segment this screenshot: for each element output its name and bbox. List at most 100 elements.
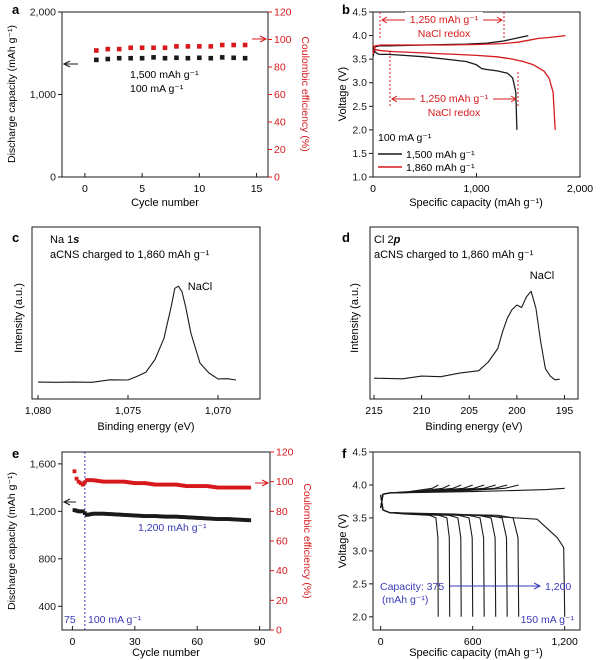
panel-e-series-0-point-81 bbox=[241, 517, 245, 522]
panel-f-charge-1 bbox=[380, 484, 450, 509]
panel-e-series-0-point-73 bbox=[224, 517, 229, 521]
panel-a-series-0-point-10 bbox=[208, 55, 214, 61]
panel-a-right-ytick-label-6: 120 bbox=[274, 7, 292, 19]
panel-e-series-0-point-18 bbox=[110, 512, 114, 517]
panel-e-series-0-point-54 bbox=[184, 515, 189, 520]
panel-e-series-0-point-70 bbox=[218, 517, 222, 521]
panel-f-xtick-label-0: 0 bbox=[378, 636, 384, 648]
panel-e-series-0-point-67 bbox=[211, 516, 216, 521]
panel-c: c 1,080 1,075 1,070 Binding energy (eV) In… bbox=[12, 226, 261, 433]
panel-f-ytick-label-0: 2.0 bbox=[352, 611, 367, 623]
panel-d-xtick-label-4: 195 bbox=[556, 405, 574, 417]
panel-e-series-0-point-25 bbox=[124, 513, 129, 517]
panel-e-series-1-point-82 bbox=[243, 485, 247, 490]
panel-b-legend-title: 100 mA g⁻¹ bbox=[378, 132, 432, 144]
panel-e-series-0-point-37 bbox=[149, 514, 154, 518]
panel-f-series bbox=[380, 484, 566, 617]
panel-e-arrow-left bbox=[62, 498, 76, 506]
panel-e-series-1-point-25 bbox=[124, 480, 129, 484]
panel-a-right-ytick-label-1: 20 bbox=[274, 144, 286, 156]
panel-b-annotation-top-2: NaCl redox bbox=[418, 28, 471, 40]
panel-e-series-0-point-20 bbox=[114, 512, 118, 517]
panel-e-series-1-point-16 bbox=[105, 479, 110, 484]
panel-e-series-1-point-28 bbox=[130, 480, 135, 485]
panel-a-right-ytick-label-0: 0 bbox=[274, 172, 280, 184]
panel-c-ylabel: Intensity (a.u.) bbox=[13, 283, 25, 353]
panel-f-frame bbox=[372, 451, 581, 631]
panel-e-series-1-point-66 bbox=[209, 484, 214, 489]
panel-e-series-1-point-19 bbox=[112, 479, 116, 484]
panel-e-series-0-point-15 bbox=[103, 511, 108, 516]
panel-a-x-ticks: 0 5 10 15 bbox=[82, 173, 263, 195]
panel-a-xtick-label-3: 15 bbox=[251, 183, 263, 195]
panel-e-ylabel-left: Discharge capacity (mAh g⁻¹) bbox=[6, 472, 18, 610]
panel-e-series-0-point-64 bbox=[205, 516, 210, 521]
panel-f-ytick-label-4: 4.0 bbox=[352, 479, 367, 491]
panel-e-series-1-point-23 bbox=[120, 479, 125, 484]
panel-e-series-0-point-2 bbox=[76, 509, 81, 514]
panel-a-right-ytick-label-2: 40 bbox=[274, 117, 286, 129]
panel-e-series-1-point-55 bbox=[186, 484, 191, 489]
panel-e-series-0-point-44 bbox=[164, 514, 168, 519]
panel-d-xtick-label-0: 215 bbox=[365, 405, 383, 417]
panel-a-series-0-point-11 bbox=[219, 55, 225, 60]
panel-e-ylabel-right: Coulombic efficiency (%) bbox=[301, 483, 313, 598]
panel-e-series-1-point-67 bbox=[211, 485, 216, 489]
panel-e-series-1-point-37 bbox=[149, 482, 154, 486]
panel-f-ytick-label-3: 3.5 bbox=[352, 512, 367, 524]
panel-e-series-0-point-4 bbox=[80, 509, 85, 514]
panel-d-frame bbox=[369, 226, 579, 400]
panel-e-series-0-point-8 bbox=[89, 512, 94, 517]
panel-e-series-1-point-10 bbox=[93, 478, 98, 483]
panel-f-charge-3 bbox=[380, 484, 473, 509]
panel-e-series-1-point-38 bbox=[151, 482, 156, 487]
panel-e-series-1-point-72 bbox=[222, 485, 227, 490]
panel-a-series-1-point-10 bbox=[208, 44, 214, 49]
panel-e-series-0-point-53 bbox=[182, 515, 187, 520]
panel-e-series-1-point-27 bbox=[128, 480, 133, 485]
panel-e-series-1-point-17 bbox=[107, 479, 112, 484]
panel-a-xtick-label-0: 0 bbox=[82, 183, 88, 195]
panel-e-series-0-point-61 bbox=[199, 516, 204, 520]
panel-b-annotation-top-1: 1,250 mAh g⁻¹ bbox=[410, 14, 479, 26]
panel-a-series-0-point-2 bbox=[116, 55, 122, 61]
panel-e-series-1-point-39 bbox=[153, 482, 158, 487]
panel-a-series-0-point-1 bbox=[105, 56, 111, 62]
panel-e-series-0-point-12 bbox=[97, 511, 102, 516]
panel-a-series-1-point-13 bbox=[242, 42, 248, 48]
panel-e-series-0-point-43 bbox=[162, 514, 166, 519]
panel-e-series-1-point-70 bbox=[218, 485, 222, 490]
panel-a-series-0-point-0 bbox=[94, 57, 99, 63]
panel-a-series-0-point-13 bbox=[242, 55, 248, 61]
panel-a-xlabel: Cycle number bbox=[131, 197, 199, 209]
panel-e-series-1-point-50 bbox=[176, 483, 181, 487]
panel-e-series-0-point-39 bbox=[153, 514, 158, 518]
panel-a-series-1-point-1 bbox=[105, 46, 111, 52]
panel-e-series-1-point-58 bbox=[193, 484, 198, 489]
panel-c-xlabel: Binding energy (eV) bbox=[97, 421, 194, 433]
panel-a-series-0-point-4 bbox=[139, 55, 145, 61]
panel-e-right-ytick-label-2: 40 bbox=[276, 565, 288, 577]
panel-e-series-0-point-42 bbox=[159, 514, 164, 519]
panel-e-series-0-point-22 bbox=[118, 512, 123, 517]
panel-f-charge-0 bbox=[380, 484, 439, 509]
panel-e-series-0-point-13 bbox=[99, 511, 104, 516]
panel-f-ytick-label-5: 4.5 bbox=[352, 447, 367, 459]
panel-e-series-1-point-30 bbox=[134, 481, 139, 486]
panel-e-label-75: 75 bbox=[64, 614, 76, 626]
panel-b-xlabel: Specific capacity (mAh g⁻¹) bbox=[409, 197, 543, 209]
panel-e-series-1-point-33 bbox=[141, 481, 146, 486]
panel-f: f 0 600 1,200 2.0 2.5 3.0 3.5 4.0 4.5 Specific … bbox=[337, 446, 581, 659]
panel-b-top-label-bg bbox=[405, 12, 483, 26]
panel-e-series-1-point-69 bbox=[216, 485, 220, 490]
panel-f-charge-2 bbox=[380, 484, 462, 509]
panel-e-xlabel: Cycle number bbox=[132, 647, 200, 659]
panel-f-capacity-start: Capacity: 375 bbox=[380, 581, 444, 593]
panel-a-series-0-point-7 bbox=[174, 55, 179, 61]
panel-e-series-1-point-12 bbox=[97, 479, 102, 483]
panel-e-series-1-point-62 bbox=[201, 484, 206, 489]
panel-a-right-ytick-label-3: 60 bbox=[274, 89, 286, 101]
panel-a-ylabel-right: Coulombic efficiency (%) bbox=[299, 36, 311, 151]
panel-b-series-2-line bbox=[372, 34, 566, 55]
